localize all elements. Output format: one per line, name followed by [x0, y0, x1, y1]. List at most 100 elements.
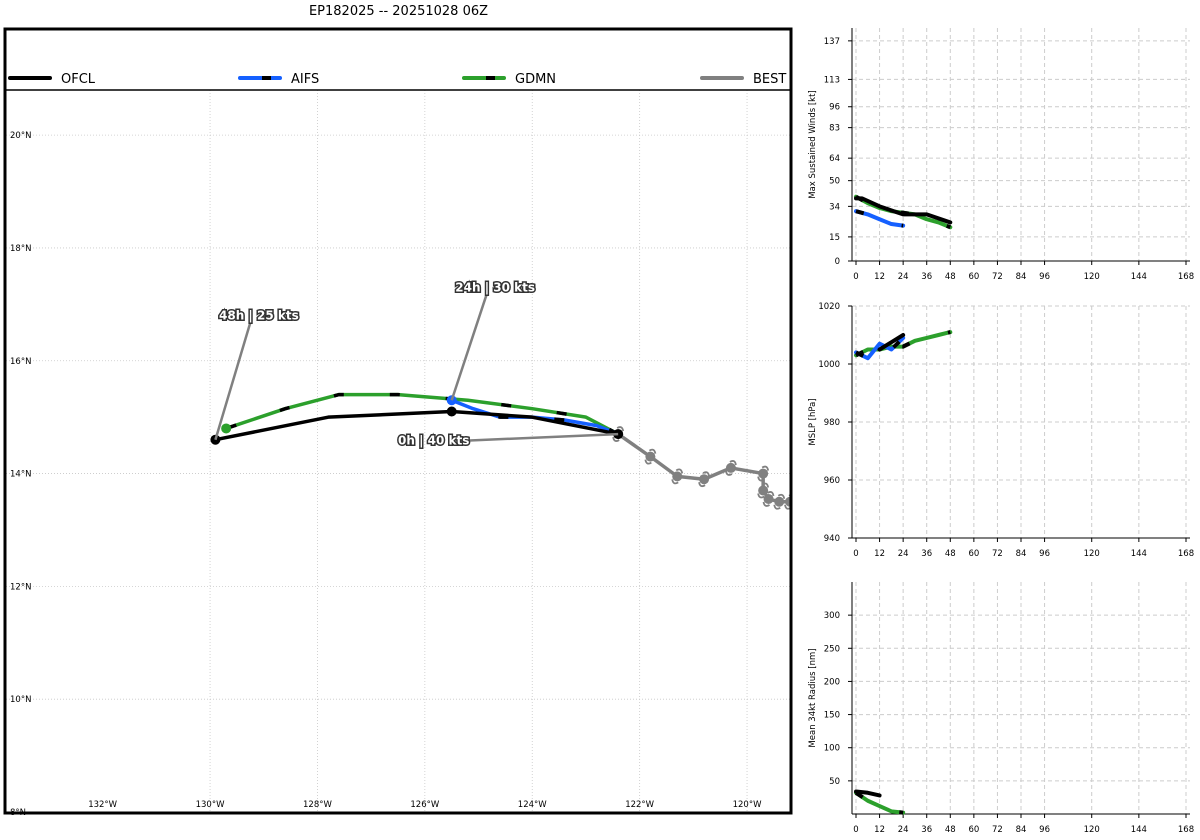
best-track-line [616, 432, 790, 504]
panel-x-tick-label: 60 [968, 825, 979, 835]
gdmn-track-line [224, 392, 620, 436]
tropical-storm-symbol [725, 460, 737, 476]
annotation-leader-line [450, 295, 488, 401]
panel-x-tick-label: 96 [1039, 549, 1050, 559]
best-track-marker [672, 471, 683, 482]
panel-x-tick-label: 24 [898, 825, 909, 835]
tropical-storm-symbol [757, 465, 770, 482]
panel-x-tick-label: 36 [921, 549, 932, 559]
panel-x-tick-label: 24 [898, 549, 909, 559]
panel-1 [848, 28, 1190, 265]
panel-series-aifs [854, 209, 906, 228]
map-lat-tick-label: 18°N [10, 244, 31, 254]
panel-x-tick-label: 168 [1178, 549, 1194, 559]
legend-label-best: BEST [753, 72, 786, 87]
legend-label-gdmn: GDMN [515, 72, 556, 87]
panel-x-tick-label: 72 [992, 272, 1003, 282]
panel-y-tick-label: 940 [824, 534, 840, 544]
panel-x-tick-label: 48 [945, 272, 956, 282]
panel-y-tick-label: 34 [829, 202, 840, 212]
figure-title: EP182025 -- 20251028 06Z [308, 4, 489, 19]
tropical-storm-symbol [698, 471, 710, 488]
panel-3 [848, 582, 1190, 818]
best-track-marker [774, 496, 785, 507]
best-track-marker [758, 468, 769, 479]
panel-x-tick-label: 12 [874, 825, 885, 835]
panel-y-tick-label: 113 [824, 75, 840, 85]
panel-y-tick-label: 96 [829, 103, 840, 113]
panel-series-gdmn [854, 790, 906, 815]
panel-y-tick-label: 0 [835, 257, 840, 267]
gdmn-track-marker [221, 423, 232, 434]
panel-y-tick-label: 50 [829, 177, 840, 187]
panel-y-tick-label: 200 [824, 677, 840, 687]
legend-label-ofcl: OFCL [61, 72, 96, 87]
panel-x-tick-label: 24 [898, 272, 909, 282]
map-lon-tick-label: 126°W [410, 800, 439, 810]
panel-y-tick-label: 15 [829, 233, 840, 243]
panel-y-tick-label: 250 [824, 644, 840, 654]
panel-x-tick-label: 144 [1131, 272, 1147, 282]
panel-x-tick-label: 96 [1039, 272, 1050, 282]
map-frame [3, 27, 793, 815]
annotation-leader-line [214, 323, 252, 441]
best-track-marker [785, 496, 790, 507]
tropical-storm-symbol [773, 493, 786, 510]
panel-x-tick-label: 72 [992, 549, 1003, 559]
panel-x-tick-label: 0 [853, 549, 858, 559]
tropical-storm-symbol [796, 495, 806, 509]
panel-series-ofcl [877, 333, 906, 352]
panel-x-tick-label: 72 [992, 825, 1003, 835]
annotation-label: 0h | 40 kts [398, 434, 469, 448]
panel-y-tick-label: 1000 [818, 360, 840, 370]
panel-x-tick-label: 84 [1016, 549, 1027, 559]
tropical-storm-symbol [762, 491, 775, 507]
annotation-label: 48h | 25 kts [219, 309, 299, 323]
map-lon-tick-label: 132°W [88, 800, 117, 810]
panel-series-ofcl [854, 196, 953, 225]
map-lon-tick-label: 122°W [625, 800, 654, 810]
tropical-storm-symbol [644, 448, 657, 465]
best-track-marker [699, 474, 710, 485]
best-track-marker [796, 497, 806, 507]
map-lat-tick-label: 16°N [10, 357, 31, 367]
panel-y-tick-label: 50 [829, 777, 840, 787]
tropical-storm-symbol [612, 426, 625, 442]
panel-y-tick-label: 980 [824, 418, 840, 428]
panel-2 [848, 305, 1190, 542]
panel-x-tick-label: 60 [968, 272, 979, 282]
panel-x-tick-label: 0 [853, 272, 858, 282]
map-lon-tick-label: 124°W [518, 800, 547, 810]
panel-x-tick-label: 12 [874, 549, 885, 559]
panel-series-aifs-dash [855, 336, 905, 361]
panel-y-tick-label: 83 [829, 124, 840, 134]
map-tracks [210, 392, 806, 510]
panel-x-tick-label: 120 [1084, 272, 1100, 282]
map-lat-tick-label: 14°N [10, 470, 31, 480]
panel-y-axis-label: MSLP [hPa] [808, 398, 818, 445]
panel-x-tick-label: 0 [853, 825, 858, 835]
map-lat-tick-label: 10°N [10, 695, 31, 705]
panel-x-tick-label: 48 [945, 825, 956, 835]
panel-x-tick-label: 60 [968, 549, 979, 559]
best-track-marker [763, 493, 774, 504]
panel-y-tick-label: 64 [829, 154, 840, 164]
panel-y-axis-label: Mean 34kt Radius [nm] [808, 648, 818, 747]
panel-y-tick-label: 100 [824, 744, 840, 754]
panel-series-gdmn-dash [855, 330, 951, 358]
panel-x-tick-label: 12 [874, 272, 885, 282]
panel-x-tick-label: 36 [921, 825, 932, 835]
panel-y-tick-label: 960 [824, 476, 840, 486]
panel-x-tick-label: 144 [1131, 549, 1147, 559]
panel-x-tick-label: 36 [921, 272, 932, 282]
legend-label-aifs: AIFS [291, 72, 319, 87]
best-track-marker [645, 451, 656, 462]
panel-x-tick-label: 120 [1084, 825, 1100, 835]
map-lon-tick-label: 130°W [196, 800, 225, 810]
panel-x-tick-label: 168 [1178, 825, 1194, 835]
panel-y-tick-label: 1020 [818, 302, 840, 312]
panel-y-tick-label: 150 [824, 711, 840, 721]
best-track-marker [758, 485, 769, 496]
panel-x-tick-label: 48 [945, 549, 956, 559]
